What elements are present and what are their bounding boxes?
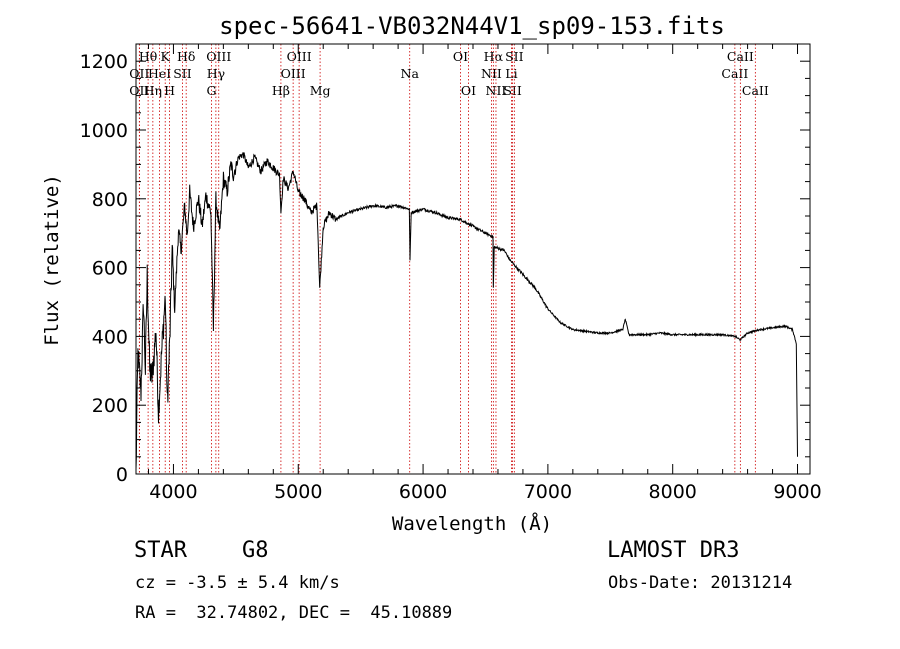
- y-axis-label: Flux (relative): [41, 174, 63, 346]
- line-marker-label: Hβ: [272, 83, 290, 98]
- spectrum-line: [135, 152, 798, 470]
- plot-frame: [135, 43, 811, 475]
- spectrum-chart: spec-56641-VB032N44V1_sp09-153.fits Hθ OI…: [41, 12, 822, 535]
- y-tick-label: 800: [92, 189, 128, 211]
- line-marker-label: CaII: [727, 49, 754, 64]
- y-tick-label: 1200: [80, 51, 128, 73]
- line-marker-label: Hδ: [177, 49, 195, 64]
- line-marker-label: Hα: [484, 49, 504, 64]
- redshift-cz: cz = -3.5 ± 5.4 km/s: [135, 573, 340, 593]
- x-tick-label: 4000: [149, 481, 197, 503]
- observation-date: Obs-Date: 20131214: [608, 573, 793, 593]
- line-marker-label: SII: [173, 66, 192, 81]
- line-marker-label: Hη: [144, 83, 162, 98]
- x-axis: 4000 5000 6000 7000 8000 9000: [147, 44, 822, 503]
- line-marker-label: OII: [129, 83, 149, 98]
- line-marker-label: H: [164, 83, 175, 98]
- x-tick-label: 7000: [524, 481, 572, 503]
- x-tick-label: 6000: [399, 481, 447, 503]
- y-axis: 0 200 400 600 800 1000 1200: [80, 51, 810, 486]
- line-marker-label: Hγ: [207, 66, 225, 81]
- survey-name: LAMOST DR3: [607, 538, 740, 563]
- line-marker-label: Mg: [310, 83, 331, 98]
- spectrum-series: [135, 152, 798, 470]
- y-tick-label: 0: [116, 464, 128, 486]
- x-axis-label: Wavelength (Å): [392, 512, 552, 535]
- y-tick-label: 600: [92, 258, 128, 280]
- line-marker-label: Na: [401, 66, 420, 81]
- line-marker-label: OIII: [206, 49, 231, 64]
- x-tick-label: 8000: [649, 481, 697, 503]
- line-marker-label: HeI: [148, 66, 171, 81]
- chart-title: spec-56641-VB032N44V1_sp09-153.fits: [219, 12, 725, 40]
- line-marker-label: OIII: [281, 66, 306, 81]
- coordinates: RA = 32.74802, DEC = 45.10889: [135, 603, 453, 623]
- line-marker-label: SII: [503, 83, 522, 98]
- object-subclass: G8: [242, 538, 269, 563]
- line-marker-label: OI: [453, 49, 468, 64]
- y-tick-label: 1000: [80, 120, 128, 142]
- line-marker-label: CaII: [721, 66, 748, 81]
- line-marker-label: OIII: [287, 49, 312, 64]
- y-tick-label: 200: [92, 395, 128, 417]
- line-marker-label: NII: [486, 83, 507, 98]
- line-marker-label: G: [207, 83, 217, 98]
- emission-line-markers: HθOIIOIIHηHeIKHSIIHδGHγOIIIHβOIIIOIIIMgN…: [129, 44, 769, 474]
- line-marker-label: SII: [505, 49, 524, 64]
- line-marker-label: NII: [481, 66, 502, 81]
- line-marker-label: Li: [505, 66, 517, 81]
- x-tick-label: 5000: [274, 481, 322, 503]
- line-marker-label: OI: [461, 83, 476, 98]
- y-tick-label: 400: [92, 326, 128, 348]
- object-class: STAR: [134, 538, 187, 563]
- x-tick-label: 9000: [773, 481, 821, 503]
- line-marker-label: Hθ: [139, 49, 157, 64]
- line-marker-label: K: [161, 49, 171, 64]
- line-marker-label: CaII: [742, 83, 769, 98]
